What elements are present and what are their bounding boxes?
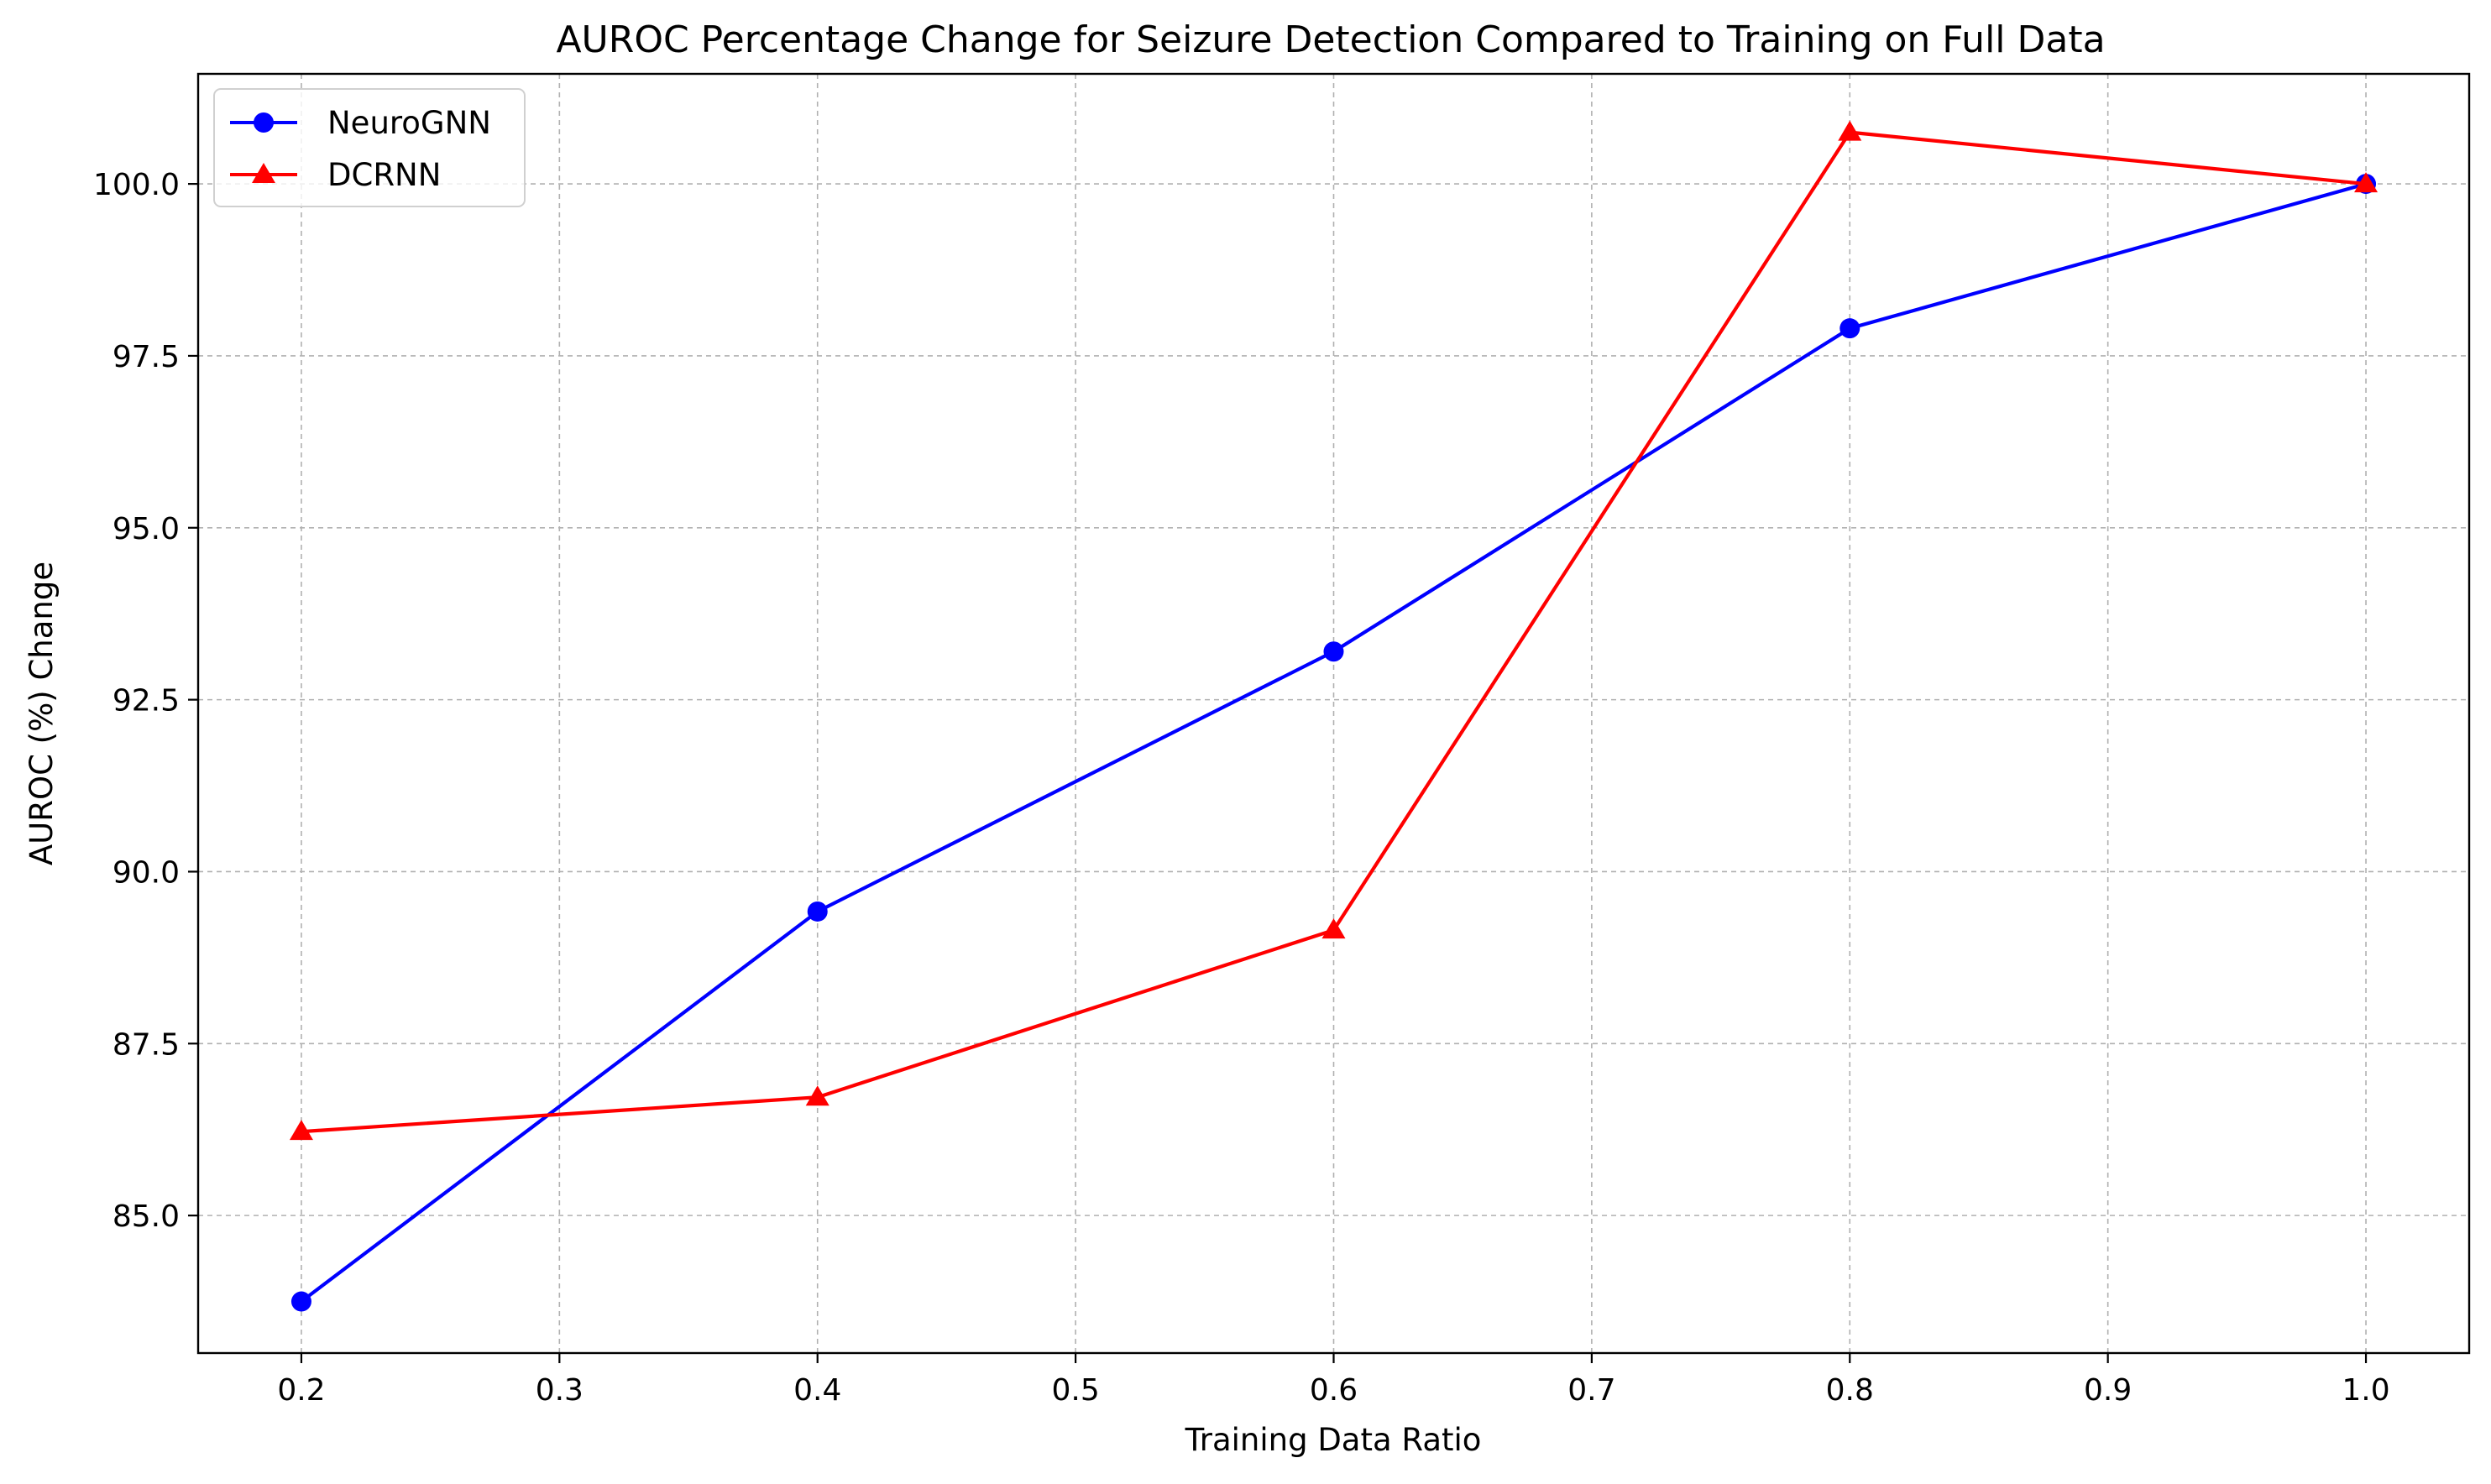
legend-marker-neurognn [254,112,274,133]
chart-title: AUROC Percentage Change for Seizure Dete… [556,18,2105,61]
data-point-neurognn [807,901,828,922]
y-tick-label: 95.0 [113,512,180,546]
data-point-neurognn [1839,318,1860,339]
grid [198,74,2469,1353]
y-tick-label: 100.0 [93,168,180,202]
y-tick-label: 92.5 [113,684,180,718]
x-tick-label: 0.6 [1310,1373,1358,1408]
y-axis-label: AUROC (%) Change [24,562,60,865]
x-tick-label: 0.9 [2084,1373,2132,1408]
data-point-dcrnn [805,1085,829,1106]
data-point-dcrnn [1321,918,1346,939]
y-tick-label: 87.5 [113,1027,180,1062]
legend-marker-dcrnn [252,163,275,183]
x-tick-label: 0.2 [277,1373,325,1408]
y-tick-label: 97.5 [113,340,180,374]
series-layer [289,120,2378,1312]
x-tick-label: 0.3 [536,1373,584,1408]
x-tick-label: 1.0 [2342,1373,2389,1408]
plot-frame [196,72,2471,1355]
x-axis-label: Training Data Ratio [1185,1422,1482,1458]
data-point-neurognn [1323,641,1344,662]
data-point-dcrnn [289,1120,313,1141]
legend: NeuroGNN DCRNN [213,88,526,207]
legend-label-neurognn: NeuroGNN [327,105,491,141]
x-tick-label: 0.7 [1567,1373,1615,1408]
legend-label-dcrnn: DCRNN [327,157,441,193]
data-point-dcrnn [2354,172,2378,193]
legend-box [213,88,526,207]
x-tick-label: 0.8 [1826,1373,1874,1408]
data-point-dcrnn [1838,120,1862,141]
data-point-neurognn [290,1291,311,1312]
y-tick-label: 85.0 [113,1199,180,1234]
x-tick-label: 0.5 [1051,1373,1099,1408]
axis-ticks: 0.2 0.3 0.4 0.5 0.6 0.7 0.8 0.9 1.0 85.0 87.5 90.0 9… [93,168,2390,1408]
x-tick-label: 0.4 [793,1373,841,1408]
y-tick-label: 90.0 [113,855,180,890]
